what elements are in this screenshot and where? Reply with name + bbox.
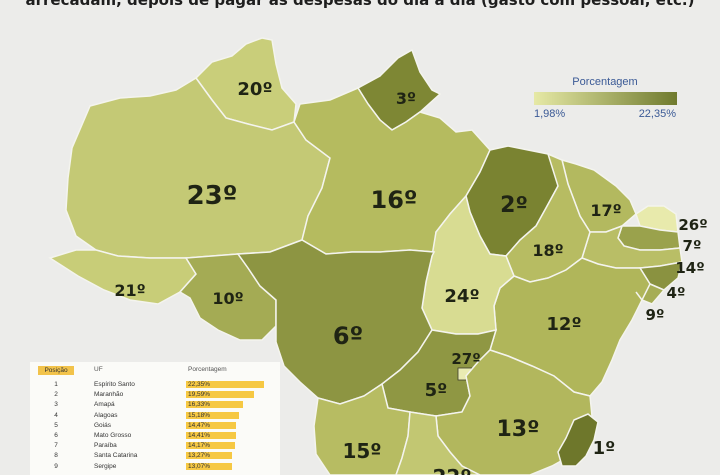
table-percentage-bar [186, 442, 236, 450]
rank-label-pa: 16º [371, 186, 418, 214]
rank-label-ro: 10º [212, 289, 243, 308]
table-cell-uf: Goiás [94, 421, 111, 429]
table-header-position: Posição [38, 366, 74, 375]
table-row: 3 Amapá 16,33% [30, 400, 280, 409]
table-row: 8 Santa Catarina 13,27% [30, 451, 280, 460]
table-percentage-bar [186, 391, 255, 399]
table-row: 2 Maranhão 19,59% [30, 390, 280, 399]
rank-label-go: 5º [425, 380, 448, 401]
table-cell-uf: Santa Catarina [94, 452, 138, 460]
table-row: 5 Goiás 14,47% [30, 421, 280, 430]
table-row: 4 Alagoas 15,18% [30, 411, 280, 420]
rank-label-rn: 26º [678, 216, 707, 234]
ranking-table: Posição UF Porcentagem 1 Espírito Santo 22… [30, 362, 280, 475]
table-row: 7 Paraíba 14,17% [30, 441, 280, 450]
rank-label-rr: 20º [237, 79, 272, 100]
table-cell-percentage: 22,35% [188, 381, 211, 388]
rank-label-se: 9º [646, 306, 665, 324]
table-cell-percentage: 13,07% [188, 462, 211, 470]
header-subtitle: arrecadam, depois de pagar as despesas d… [25, 0, 695, 9]
table-cell-position: 5 [54, 421, 58, 429]
table-row: 1 Espírito Santo 22,35% [30, 380, 280, 389]
rank-label-pb: 7º [683, 237, 702, 255]
rank-label-df: 27º [451, 350, 480, 368]
legend: Porcentagem 1,98% 22,35% [520, 72, 690, 122]
rank-label-sp: 22º [432, 465, 471, 475]
rank-label-es: 1º [593, 438, 616, 459]
table-row: 9 Sergipe 13,07% [30, 462, 280, 471]
rank-label-ba: 12º [546, 314, 581, 335]
rank-label-ac: 21º [114, 281, 145, 300]
rank-label-ms: 15º [342, 439, 381, 463]
table-percentage-bar [186, 452, 233, 460]
rank-label-ma: 2º [500, 193, 528, 218]
table-cell-position: 9 [54, 462, 58, 470]
rank-label-mg: 13º [496, 417, 539, 442]
table-cell-uf: Mato Grosso [94, 432, 132, 439]
legend-color-scale [534, 92, 677, 105]
table-cell-uf: Alagoas [94, 411, 118, 419]
table-cell-uf: Sergipe [94, 462, 117, 470]
legend-max-value: 22,35% [638, 108, 676, 120]
table-percentage-bar [186, 401, 243, 409]
table-cell-position: 6 [54, 432, 58, 439]
table-cell-position: 4 [54, 411, 58, 419]
table-cell-percentage: 16,33% [188, 401, 211, 409]
table-header-percentage: Porcentagem [188, 366, 227, 373]
table-cell-position: 2 [54, 391, 58, 399]
table-cell-position: 7 [54, 442, 58, 450]
table-cell-uf: Espírito Santo [94, 381, 135, 388]
table-cell-position: 3 [54, 401, 58, 409]
rank-label-pi: 18º [532, 241, 563, 260]
table-cell-uf: Maranhão [94, 391, 124, 399]
table-cell-percentage: 14,17% [188, 442, 211, 450]
table-percentage-bar [186, 432, 237, 439]
table-header-uf: UF [94, 366, 103, 373]
table-percentage-bar [186, 421, 237, 429]
state-es[interactable] [557, 413, 599, 467]
legend-title: Porcentagem [572, 76, 638, 88]
rank-label-mt: 6º [333, 322, 363, 350]
table-cell-position: 1 [54, 381, 58, 388]
table-cell-percentage: 14,47% [188, 421, 211, 429]
state-sp[interactable] [395, 411, 481, 475]
rank-label-ap: 3º [396, 89, 416, 108]
table-cell-percentage: 13,27% [188, 452, 211, 460]
rank-label-ce: 17º [590, 201, 621, 220]
rank-label-to: 24º [444, 286, 479, 307]
table-percentage-bar [186, 411, 239, 419]
table-percentage-bar [186, 462, 232, 470]
legend-min-value: 1,98% [534, 108, 566, 120]
table-cell-position: 8 [54, 452, 58, 460]
rank-label-pe: 14º [675, 259, 704, 277]
rank-label-am: 23º [187, 181, 238, 211]
table-cell-percentage: 19,59% [188, 391, 211, 399]
table-cell-percentage: 15,18% [188, 411, 211, 419]
rank-label-al: 4º [667, 284, 686, 302]
table-cell-uf: Amapá [94, 401, 115, 409]
table-row: 6 Mato Grosso 14,41% [30, 431, 280, 440]
table-percentage-bar [186, 381, 264, 388]
table-cell-percentage: 14,41% [188, 432, 211, 439]
table-cell-uf: Paraíba [94, 442, 117, 450]
header: arrecadam, depois de pagar as despesas d… [0, 0, 720, 18]
